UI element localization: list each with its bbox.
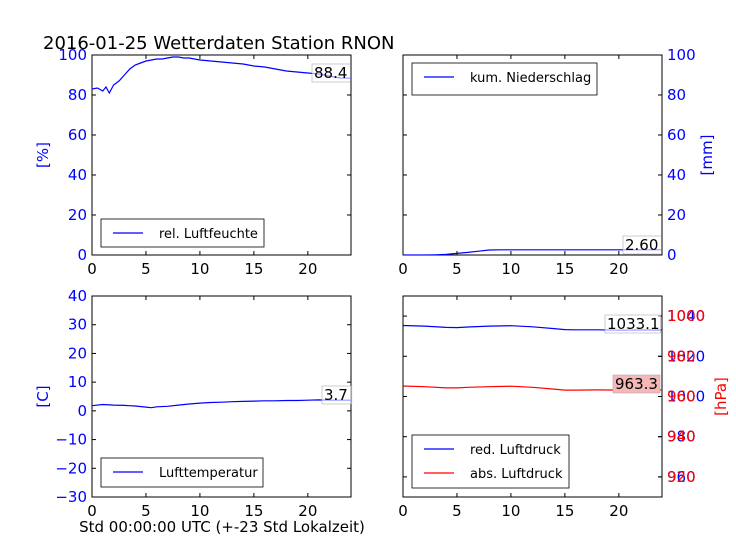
- y-tick-label: 40: [667, 166, 686, 184]
- x-tick-label: 5: [141, 260, 151, 278]
- y2-tick-label: 1000: [667, 307, 705, 325]
- y-tick-label: 1020: [667, 347, 705, 365]
- y-tick-label: 80: [68, 86, 87, 104]
- x-tick-label: 20: [298, 502, 317, 520]
- legend-label: rel. Luftfeuchte: [159, 227, 258, 242]
- last-value-label: 2.60: [625, 236, 658, 254]
- y-tick-label: 0: [77, 402, 87, 420]
- x-tick-label: 0: [87, 260, 97, 278]
- y-tick-label: 960: [667, 468, 696, 486]
- legend-box: [411, 434, 570, 489]
- x-axis-label: Std 00:00:00 UTC (+-23 Std Lokalzeit): [79, 518, 365, 536]
- y-tick-label: 100: [667, 46, 696, 64]
- y-tick-label: 40: [68, 166, 87, 184]
- figure-title: 2016-01-25 Wetterdaten Station RNON: [43, 33, 394, 54]
- x-tick-label: 15: [555, 502, 574, 520]
- x-tick-label: 5: [452, 260, 462, 278]
- plot-frame: [91, 54, 352, 256]
- y2-tick-label: 920: [667, 468, 696, 486]
- y-tick-label: 980: [667, 428, 696, 446]
- y-axis-label: [%]: [34, 142, 52, 168]
- x-tick-label: 20: [609, 502, 628, 520]
- y-tick-label: 20: [68, 344, 87, 362]
- last-value-label-box: [311, 63, 351, 83]
- x-tick-label: 0: [87, 502, 97, 520]
- y-tick-label: 20: [667, 206, 686, 224]
- legend-label: red. Luftdruck: [470, 443, 561, 458]
- y-tick-label: 40: [68, 287, 87, 305]
- legend-box: [411, 62, 598, 96]
- x-tick-label: 15: [555, 260, 574, 278]
- legend-label: abs. Luftdruck: [470, 467, 563, 482]
- x-tick-label: 15: [244, 502, 263, 520]
- y2-tick-label: 940: [667, 428, 696, 446]
- y2-tick-label: 960: [667, 388, 696, 406]
- legend-label: kum. Niederschlag: [470, 71, 591, 86]
- panel-bottom-right: 0 5 10 15 20 960 980 1000 1020 1040 920 940 960 980 10…: [398, 295, 730, 520]
- y-axis-label: [mm]: [698, 135, 716, 176]
- x-tick-label: 0: [398, 260, 408, 278]
- series-line-rel-luftfeuchte: [92, 56, 351, 95]
- y-tick-label: 60: [667, 126, 686, 144]
- y-tick-label: 1040: [667, 307, 705, 325]
- panel-top-left: 0 5 10 15 20 0 20 40 60 80 100 [%] 88.4 rel. Luftfeuc…: [34, 46, 352, 278]
- y-axis-label: [C]: [34, 385, 52, 407]
- y-tick-label: 1000: [667, 388, 705, 406]
- y-tick-label: −20: [55, 459, 87, 477]
- y-tick-label: 100: [58, 46, 87, 64]
- x-tick-label: 10: [190, 502, 209, 520]
- x-tick-label: 20: [609, 260, 628, 278]
- series-line-kum-niederschlag: [403, 249, 662, 255]
- last-value-label-2: 963.3: [615, 375, 658, 393]
- last-value-label: 1033.1: [607, 315, 660, 333]
- y-tick-label: 30: [68, 316, 87, 334]
- y-tick-label: 0: [77, 246, 87, 264]
- y-tick-label: −30: [55, 488, 87, 506]
- x-tick-label: 10: [501, 502, 520, 520]
- y-axis-label: [hPa]: [712, 377, 730, 416]
- x-tick-label: 5: [452, 502, 462, 520]
- x-tick-label: 10: [501, 260, 520, 278]
- y-tick-label: 60: [68, 126, 87, 144]
- last-value-label-box: [321, 385, 353, 405]
- series-line-abs-luftdruck: [403, 385, 662, 391]
- legend-label: Lufttemperatur: [159, 466, 258, 481]
- y-tick-label: −10: [55, 431, 87, 449]
- y2-tick-label: 980: [667, 347, 696, 365]
- last-value-label: 3.7: [324, 386, 348, 404]
- x-tick-label: 10: [190, 260, 209, 278]
- last-value-label-box: [604, 314, 661, 334]
- y-tick-label: 20: [68, 206, 87, 224]
- x-tick-label: 15: [244, 260, 263, 278]
- legend-box: [100, 218, 265, 248]
- last-value-label-box: [622, 235, 662, 255]
- plot-frame: [402, 54, 663, 256]
- x-tick-label: 0: [398, 502, 408, 520]
- y-tick-label: 10: [68, 373, 87, 391]
- panel-top-right: 0 5 10 15 20 0 20 40 60 80 100 [mm] 2.60 kum. Nieders…: [398, 46, 716, 278]
- x-tick-label: 5: [141, 502, 151, 520]
- y-tick-label: 80: [667, 86, 686, 104]
- last-value-label: 88.4: [314, 64, 347, 82]
- y-tick-label: 0: [667, 246, 677, 264]
- panel-bottom-left: 0 5 10 15 20 −30 −20 −10 0 10 20 30 40 [C] 3.7 Lufttemp…: [34, 287, 353, 520]
- last-value-label-2-box: [612, 374, 661, 394]
- x-tick-label: 20: [298, 260, 317, 278]
- series-line-lufttemperatur: [92, 399, 351, 409]
